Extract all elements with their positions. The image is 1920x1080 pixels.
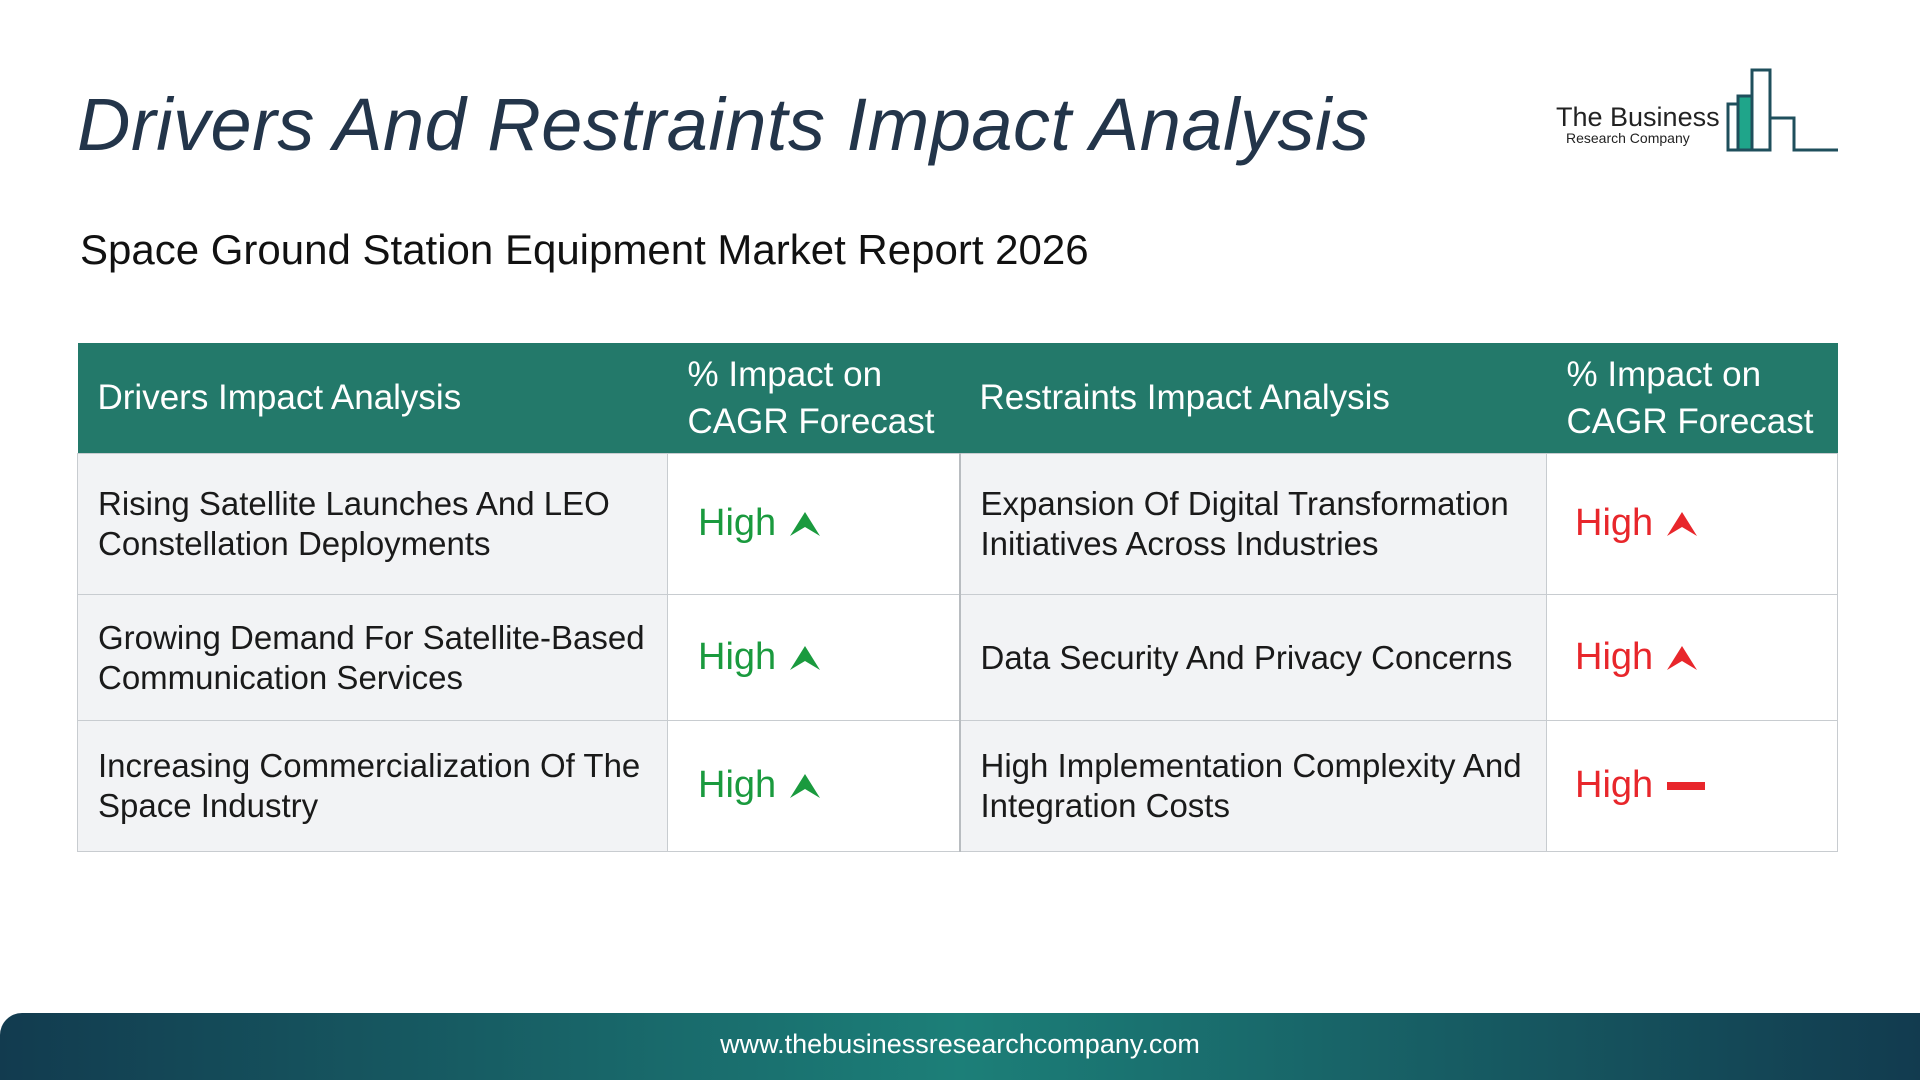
driver-impact-label: High: [698, 502, 777, 545]
up-arrow-icon: [1667, 512, 1698, 536]
restraint-impact-cell: High: [1546, 720, 1838, 852]
table-row: Rising Satellite Launches And LEO Conste…: [77, 453, 1838, 595]
driver-cell: Increasing Commercialization Of The Spac…: [77, 720, 668, 852]
driver-impact-label: High: [698, 764, 777, 807]
driver-impact-cell: High: [667, 720, 961, 852]
restraint-cell: Expansion Of Digital Transformation Init…: [959, 453, 1547, 595]
restraint-impact-label: High: [1575, 502, 1654, 545]
footer-bar: www.thebusinessresearchcompany.com: [0, 1013, 1920, 1080]
header-drivers: Drivers Impact Analysis: [77, 343, 668, 454]
logo-name: The Business: [1556, 102, 1720, 132]
company-logo: The Business Research Company: [1552, 64, 1838, 160]
logo-subname: Research Company: [1566, 130, 1690, 146]
driver-impact-cell: High: [667, 594, 961, 721]
driver-impact-cell: High: [667, 453, 961, 595]
table-row: Increasing Commercialization Of The Spac…: [77, 720, 1838, 852]
restraint-impact-cell: High: [1546, 594, 1838, 721]
table-header-row: Drivers Impact Analysis % Impact on CAGR…: [77, 343, 1838, 454]
header-drivers-impact: % Impact on CAGR Forecast: [667, 343, 960, 454]
footer-url[interactable]: www.thebusinessresearchcompany.com: [720, 1029, 1200, 1059]
impact-table: Drivers Impact Analysis % Impact on CAGR…: [77, 343, 1838, 852]
dash-icon: [1667, 782, 1706, 790]
up-arrow-icon: [1667, 645, 1698, 670]
table-row: Growing Demand For Satellite-Based Commu…: [77, 594, 1838, 721]
header-restraints-impact: % Impact on CAGR Forecast: [1546, 343, 1838, 454]
restraint-impact-label: High: [1575, 764, 1654, 807]
up-arrow-icon: [790, 774, 821, 798]
restraint-cell: High Implementation Complexity And Integ…: [959, 720, 1547, 852]
page-subtitle: Space Ground Station Equipment Market Re…: [80, 226, 1089, 273]
restraint-impact-label: High: [1575, 635, 1654, 678]
header-restraints: Restraints Impact Analysis: [959, 343, 1547, 454]
logo-buildings-icon: [1726, 68, 1838, 152]
driver-cell: Growing Demand For Satellite-Based Commu…: [77, 594, 668, 721]
up-arrow-icon: [790, 645, 821, 670]
restraint-impact-cell: High: [1546, 453, 1838, 595]
up-arrow-icon: [790, 512, 821, 536]
driver-cell: Rising Satellite Launches And LEO Conste…: [77, 453, 668, 595]
restraint-cell: Data Security And Privacy Concerns: [959, 594, 1547, 721]
driver-impact-label: High: [698, 635, 777, 678]
page-title: Drivers And Restraints Impact Analysis: [77, 83, 1370, 166]
